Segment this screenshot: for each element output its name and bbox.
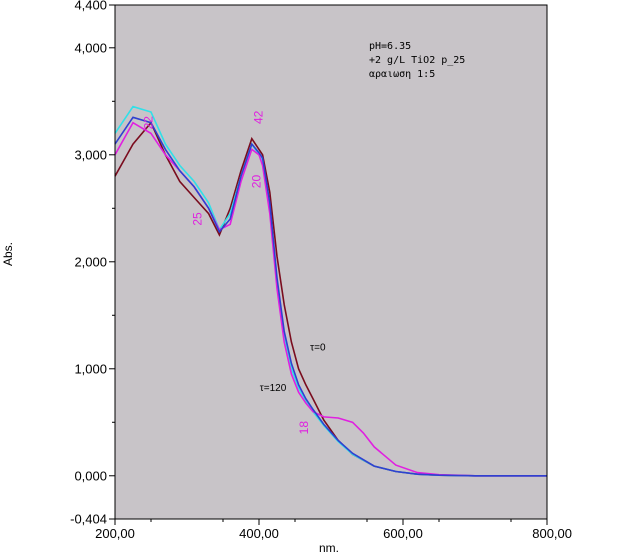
y-tick-label-4: 1,000 — [74, 361, 107, 376]
x-tick-label-3: 800,00 — [532, 526, 572, 541]
y-tick-label-0: 4,400 — [74, 0, 107, 13]
y-axis-label: Abs. — [1, 242, 15, 266]
peak-mark-1: 25 — [190, 212, 204, 226]
y-tick-label-6: -0,404 — [70, 512, 107, 527]
series-line-3 — [114, 116, 547, 477]
annotation-tio2: +2 g/L TiO2 p_25 — [369, 55, 465, 66]
x-tick-label-1: 400,00 — [239, 526, 279, 541]
annotation-ph: pH=6.35 — [369, 41, 411, 52]
peak-mark-0: 18 — [297, 421, 311, 435]
label-tau-120: τ=120 — [260, 383, 287, 394]
ticks-layer: 200,00 400,00 600,00 800,00 4,400 4,000 3,000 2… — [70, 0, 572, 541]
peak-mark-3: 22 — [141, 116, 155, 130]
y-tick-label-2: 3,000 — [74, 147, 107, 162]
peak-mark-2: 20 — [249, 175, 263, 189]
series-layer — [114, 105, 547, 477]
peak-marks-layer: 18 25 20 22 42 — [141, 110, 311, 434]
x-tick-label-0: 200,00 — [95, 526, 135, 541]
y-tick-label-3: 2,000 — [74, 254, 107, 269]
plot-area — [115, 5, 547, 519]
peak-mark-4: 42 — [252, 110, 266, 124]
x-axis-label: nm. — [319, 541, 339, 554]
annotation-dilution: αραιωση 1:5 — [369, 69, 435, 80]
y-tick-label-5: 0,000 — [74, 468, 107, 483]
label-tau-0: τ=0 — [310, 343, 326, 354]
x-tick-label-2: 600,00 — [383, 526, 423, 541]
y-tick-label-1: 4,000 — [74, 40, 107, 55]
